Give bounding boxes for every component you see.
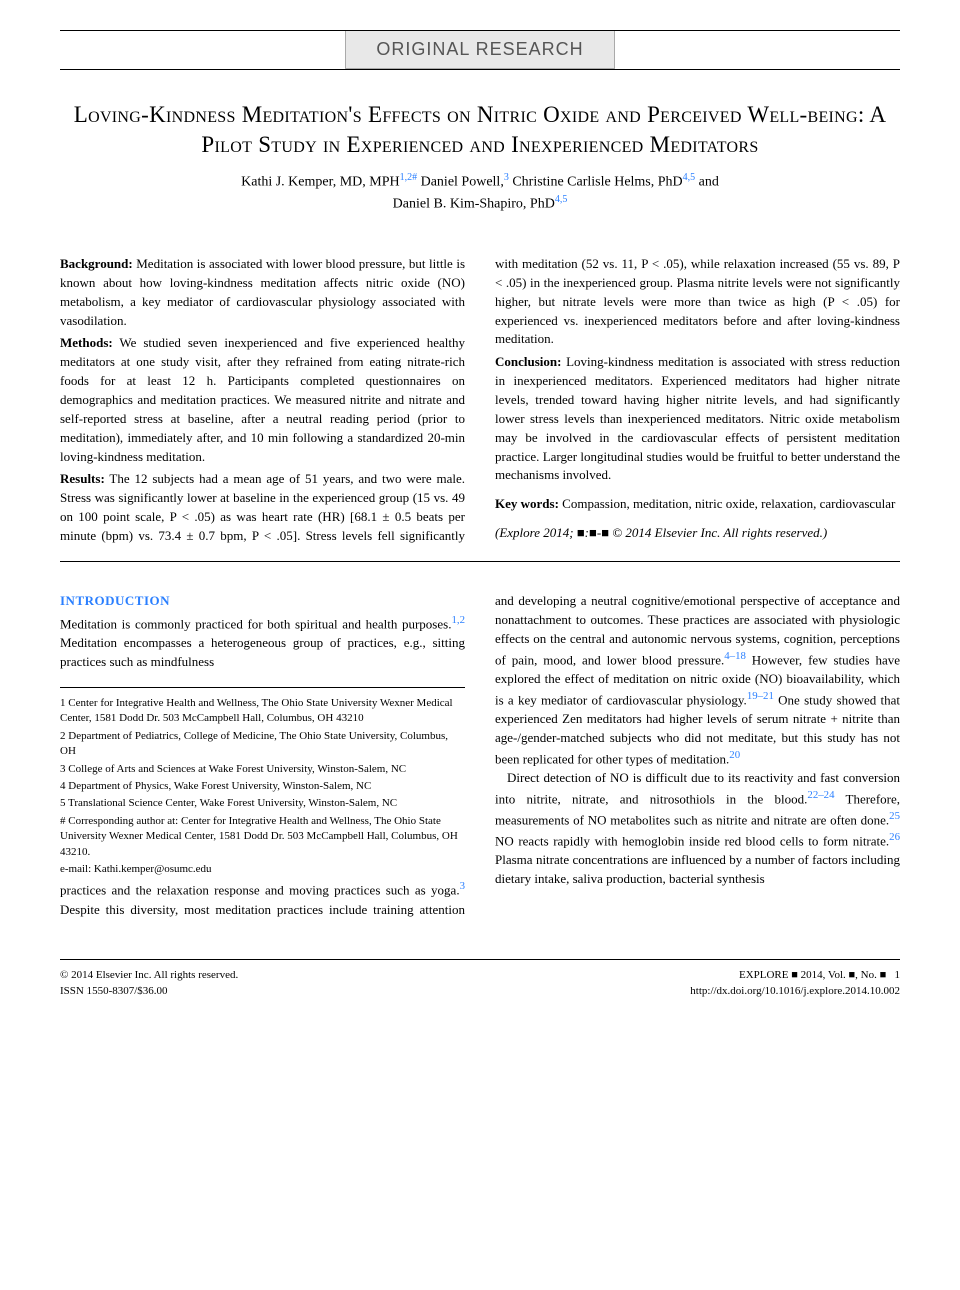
affiliations-block: 1 Center for Integrative Health and Well… xyxy=(60,687,465,877)
copyright-text: © 2014 Elsevier Inc. All rights reserved… xyxy=(60,968,238,983)
article-category: ORIGINAL RESEARCH xyxy=(345,31,614,69)
issn-text: ISSN 1550-8307/$36.00 xyxy=(60,984,238,999)
footer-left: © 2014 Elsevier Inc. All rights reserved… xyxy=(60,968,238,999)
affiliation: 1 Center for Integrative Health and Well… xyxy=(60,696,465,727)
reference-link[interactable]: 19–21 xyxy=(747,690,774,702)
author-email[interactable]: e-mail: Kathi.kemper@osumc.edu xyxy=(60,862,465,877)
body-columns: INTRODUCTION Meditation is commonly prac… xyxy=(60,592,900,919)
reference-link[interactable]: 4–18 xyxy=(724,650,746,662)
corresponding-author: # Corresponding author at: Center for In… xyxy=(60,814,465,860)
reference-link[interactable]: 1,2 xyxy=(451,614,465,626)
author-name: Christine Carlisle Helms, PhD xyxy=(509,174,683,189)
intro-heading: INTRODUCTION xyxy=(60,592,465,611)
page-container: ORIGINAL RESEARCH Loving-Kindness Medita… xyxy=(0,0,960,1019)
affiliation: 5 Translational Science Center, Wake For… xyxy=(60,796,465,811)
conclusion-label: Conclusion: xyxy=(495,354,561,369)
background-label: Background: xyxy=(60,256,133,271)
reference-link[interactable]: 20 xyxy=(729,749,740,761)
journal-ref: EXPLORE ■ 2014, Vol. ■, No. ■ xyxy=(739,969,886,981)
affil-superscript[interactable]: 1,2# xyxy=(400,172,418,183)
methods-text: We studied seven inexperienced and five … xyxy=(60,335,465,463)
intro-paragraph: Direct detection of NO is difficult due … xyxy=(495,769,900,889)
affiliation: 3 College of Arts and Sciences at Wake F… xyxy=(60,762,465,777)
author-list: Kathi J. Kemper, MD, MPH1,2# Daniel Powe… xyxy=(60,170,900,215)
affil-superscript[interactable]: 4,5 xyxy=(555,194,568,205)
author-text: and xyxy=(695,174,719,189)
keywords-label: Key words: xyxy=(495,496,559,511)
affil-superscript[interactable]: 4,5 xyxy=(683,172,696,183)
citation-line: (Explore 2014; ■:■-■ © 2014 Elsevier Inc… xyxy=(495,524,900,543)
affiliation: 2 Department of Pediatrics, College of M… xyxy=(60,729,465,760)
intro-paragraph: Meditation is commonly practiced for bot… xyxy=(60,613,465,672)
category-header: ORIGINAL RESEARCH xyxy=(60,30,900,70)
footer-right: EXPLORE ■ 2014, Vol. ■, No. ■ 1 http://d… xyxy=(690,968,900,999)
affiliation: 4 Department of Physics, Wake Forest Uni… xyxy=(60,779,465,794)
article-title: Loving-Kindness Meditation's Effects on … xyxy=(60,100,900,160)
reference-link[interactable]: 3 xyxy=(460,880,465,892)
page-number: 1 xyxy=(895,969,901,981)
reference-link[interactable]: 25 xyxy=(889,810,900,822)
left-column: INTRODUCTION Meditation is commonly prac… xyxy=(60,592,465,877)
author-name: Kathi J. Kemper, MD, MPH xyxy=(241,174,399,189)
abstract-block: Background: Meditation is associated wit… xyxy=(60,255,900,562)
doi-link[interactable]: http://dx.doi.org/10.1016/j.explore.2014… xyxy=(690,984,900,999)
page-footer: © 2014 Elsevier Inc. All rights reserved… xyxy=(60,959,900,999)
methods-label: Methods: xyxy=(60,335,113,350)
keywords-text: Compassion, meditation, nitric oxide, re… xyxy=(559,496,895,511)
author-name: Daniel B. Kim-Shapiro, PhD xyxy=(393,197,555,212)
results-label: Results: xyxy=(60,471,105,486)
author-name: Daniel Powell, xyxy=(417,174,504,189)
abstract-columns: Background: Meditation is associated wit… xyxy=(60,255,900,546)
conclusion-text: Loving-kindness meditation is associated… xyxy=(495,354,900,482)
reference-link[interactable]: 26 xyxy=(889,831,900,843)
reference-link[interactable]: 22–24 xyxy=(807,789,834,801)
